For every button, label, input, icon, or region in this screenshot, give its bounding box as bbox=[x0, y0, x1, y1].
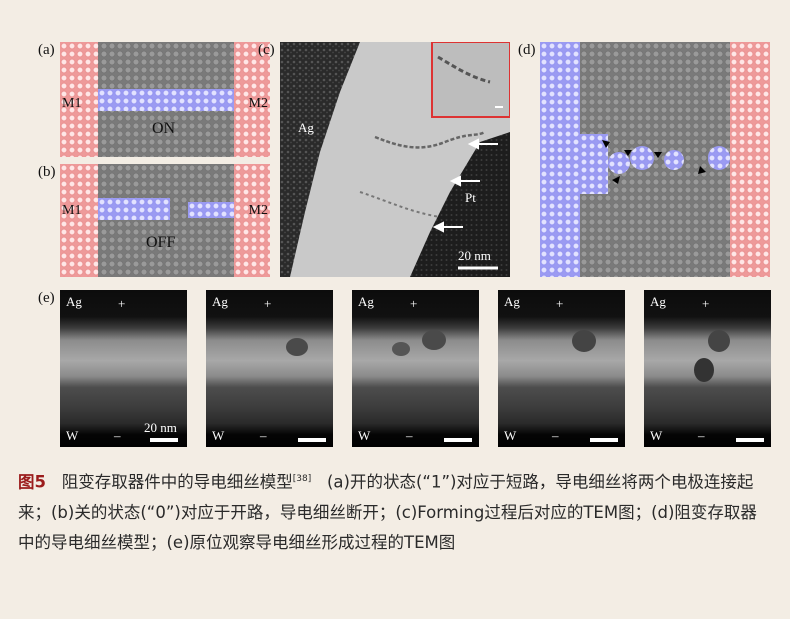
frame-plus-label: + bbox=[702, 296, 710, 311]
state-on-label: ON bbox=[152, 120, 176, 137]
panel-e-frame-4: Ag + W – bbox=[498, 290, 625, 447]
panel-d-label: (d) bbox=[518, 42, 536, 58]
filament-particle bbox=[422, 330, 446, 350]
scale-bar bbox=[444, 438, 472, 442]
left-electrode bbox=[60, 164, 98, 277]
frame-minus-label: – bbox=[406, 428, 413, 443]
frame-plus-label: + bbox=[410, 296, 418, 311]
tem-image-drawing bbox=[280, 42, 510, 277]
filament-base bbox=[580, 134, 608, 194]
filament-particle bbox=[286, 338, 308, 356]
filament-cluster bbox=[608, 152, 630, 174]
figure-caption: 图5 阻变存取器件中的导电细丝模型[38] (a)开的状态(“1”)对应于短路，… bbox=[18, 464, 773, 558]
left-electrode bbox=[60, 42, 98, 157]
frame-w-label: W bbox=[212, 428, 225, 443]
frame-ag-label: Ag bbox=[212, 294, 228, 309]
panel-d-schematic bbox=[540, 42, 770, 277]
figure-number: 图5 bbox=[18, 472, 46, 492]
right-electrode bbox=[234, 42, 270, 157]
panel-b-schematic: M1 M2 OFF bbox=[60, 164, 270, 277]
panel-e-frame-2: Ag + W – bbox=[206, 290, 333, 447]
filament-particle bbox=[708, 330, 730, 352]
scale-bar-label: 20 nm bbox=[144, 420, 177, 435]
frame-plus-label: + bbox=[264, 296, 272, 311]
frame-minus-label: – bbox=[260, 428, 267, 443]
caption-reference: [38] bbox=[292, 474, 312, 484]
frame-minus-label: – bbox=[698, 428, 705, 443]
filament-cluster bbox=[664, 150, 684, 170]
panel-a-label: (a) bbox=[38, 42, 55, 58]
frame-plus-label: + bbox=[118, 296, 126, 311]
state-off-label: OFF bbox=[146, 234, 176, 251]
pt-electrode-label: Pt bbox=[465, 190, 476, 205]
ag-electrode-label: Ag bbox=[298, 120, 314, 135]
filament-right-part bbox=[188, 202, 234, 218]
electrode-m2-label: M2 bbox=[248, 96, 268, 111]
panel-e-frame-3: Ag + W – bbox=[352, 290, 479, 447]
scale-bar bbox=[298, 438, 326, 442]
scale-bar bbox=[150, 438, 178, 442]
frame-minus-label: – bbox=[114, 428, 121, 443]
filament-cluster bbox=[630, 146, 654, 170]
frame-minus-label: – bbox=[552, 428, 559, 443]
arrows-overlay bbox=[602, 140, 706, 184]
frame-w-label: W bbox=[650, 428, 663, 443]
left-electrode bbox=[540, 42, 580, 277]
scale-bar bbox=[736, 438, 764, 442]
panel-a-schematic: M1 M2 ON bbox=[60, 42, 270, 157]
panel-c-tem-image: Ag Pt 20 nm bbox=[280, 42, 510, 277]
scale-bar bbox=[590, 438, 618, 442]
filament-particle bbox=[694, 358, 714, 382]
caption-body: (a)开的状态(“1”)对应于短路，导电细丝将两个电极连接起来；(b)关的状态(… bbox=[18, 472, 757, 552]
frame-ag-label: Ag bbox=[66, 294, 82, 309]
electrode-m2-label: M2 bbox=[248, 203, 268, 218]
panel-e-frame-5: Ag + W – bbox=[644, 290, 771, 447]
filament-cluster bbox=[708, 146, 730, 170]
frame-ag-label: Ag bbox=[650, 294, 666, 309]
frame-ag-label: Ag bbox=[504, 294, 520, 309]
panel-c-label: (c) bbox=[258, 42, 275, 58]
scale-bar-label: 20 nm bbox=[458, 248, 491, 263]
panel-e-frame-1: Ag + W – 20 nm bbox=[60, 290, 187, 447]
filament-particle bbox=[572, 330, 596, 352]
filament-connected bbox=[98, 89, 234, 111]
frame-w-label: W bbox=[358, 428, 371, 443]
filament-particle bbox=[392, 342, 410, 356]
right-electrode bbox=[730, 42, 770, 277]
frame-w-label: W bbox=[504, 428, 517, 443]
electrode-m1-label: M1 bbox=[62, 96, 82, 111]
electrode-m1-label: M1 bbox=[62, 203, 82, 218]
panel-b-label: (b) bbox=[38, 164, 56, 180]
frame-w-label: W bbox=[66, 428, 79, 443]
frame-ag-label: Ag bbox=[358, 294, 374, 309]
right-electrode bbox=[234, 164, 270, 277]
frame-plus-label: + bbox=[556, 296, 564, 311]
filament-left-part bbox=[98, 198, 170, 220]
caption-title: 阻变存取器件中的导电细丝模型 bbox=[61, 472, 293, 492]
panel-e-label: (e) bbox=[38, 290, 55, 306]
